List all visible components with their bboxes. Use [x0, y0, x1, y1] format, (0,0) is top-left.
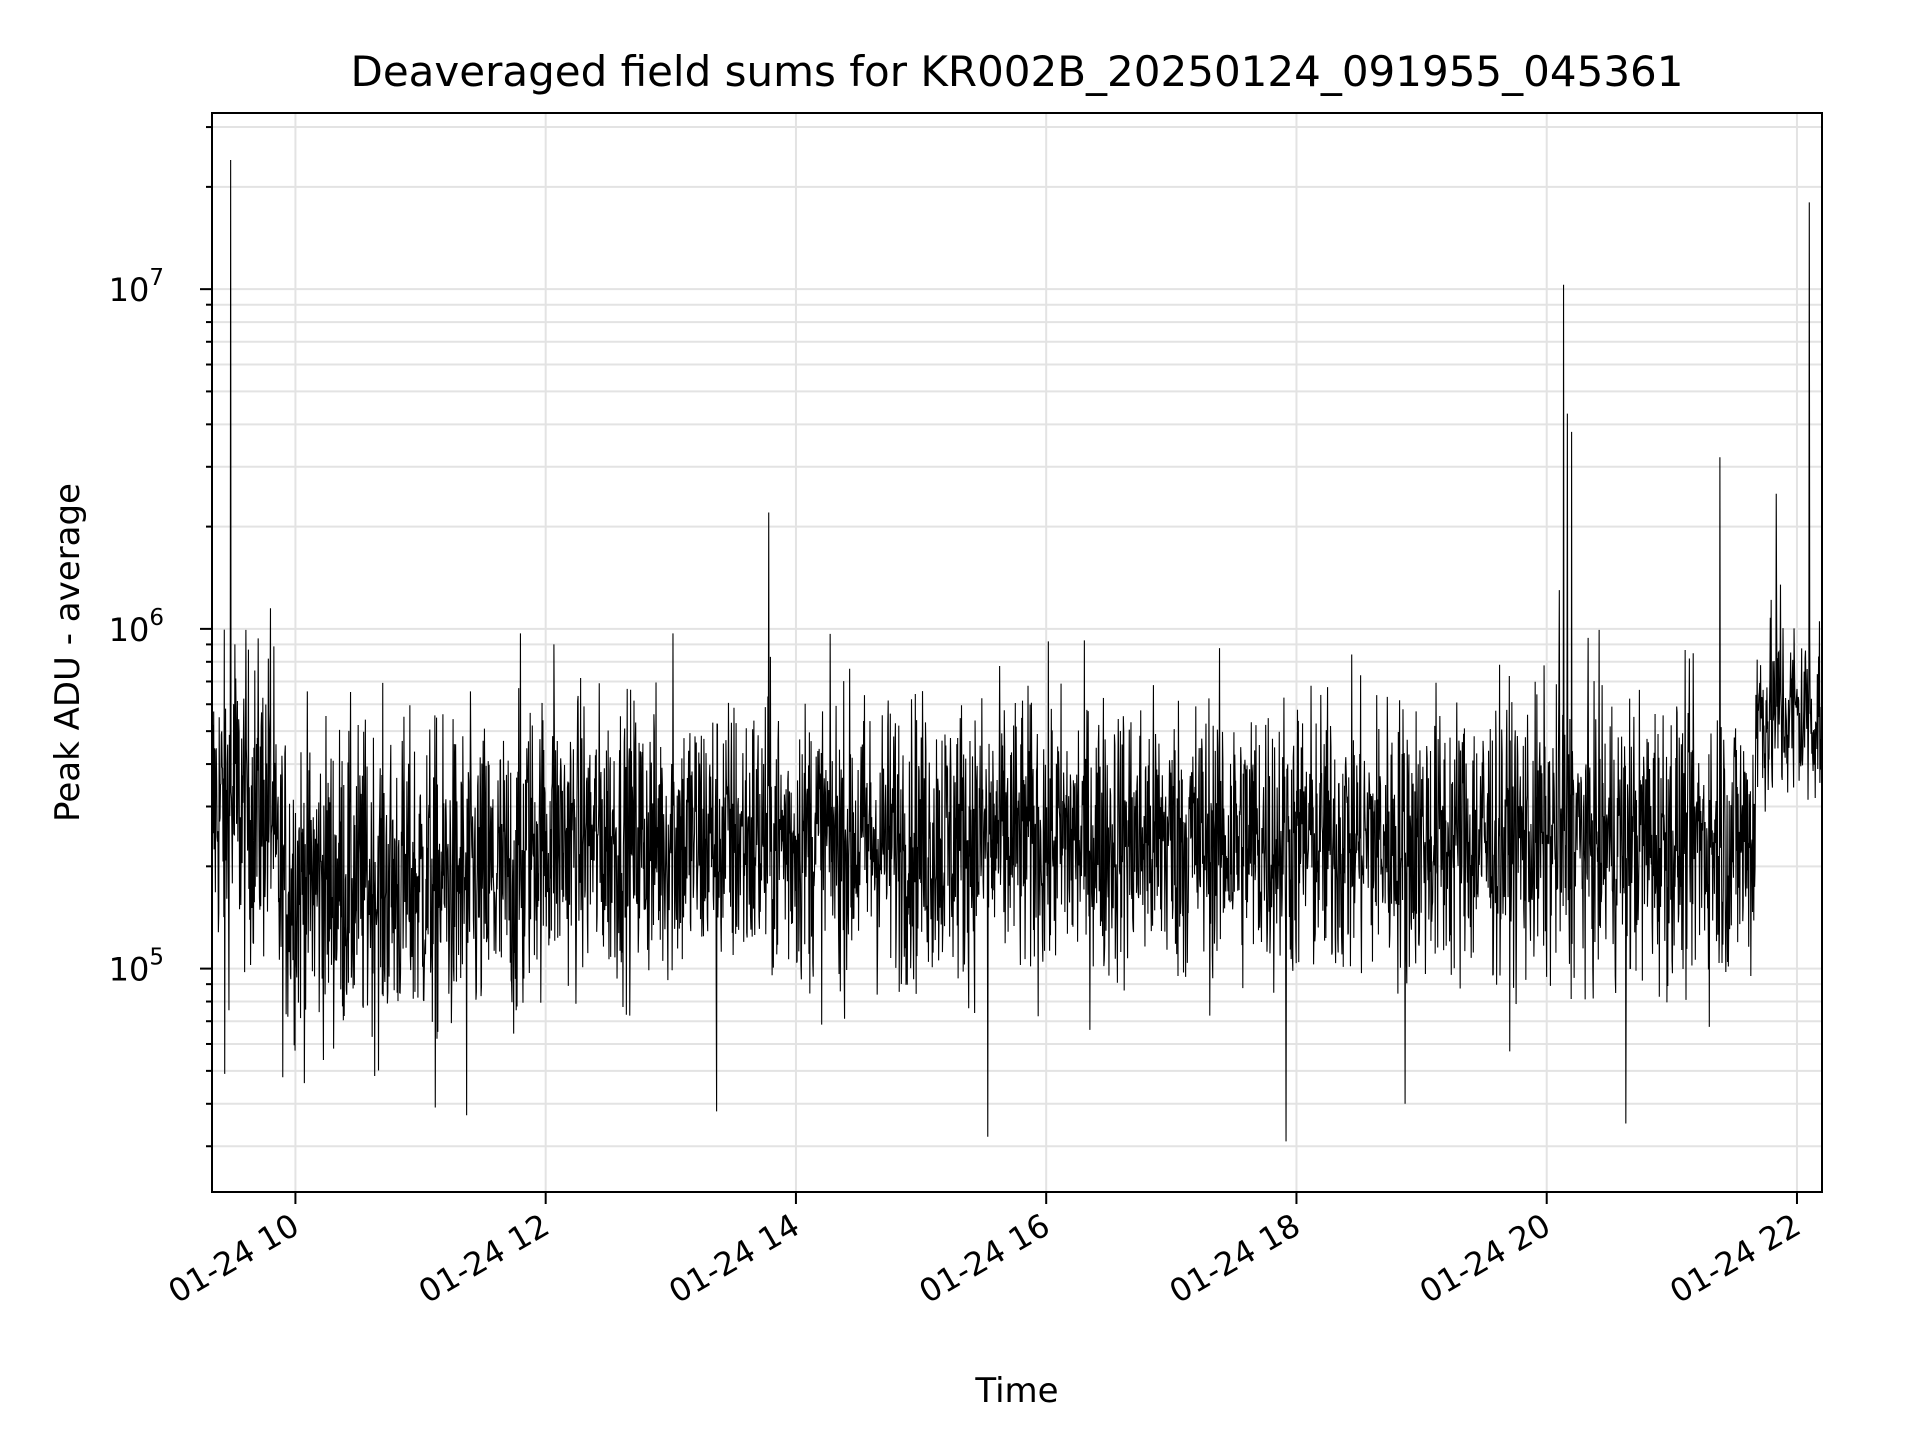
y-tick-label: 105 [109, 945, 164, 989]
x-axis-label: Time [974, 1371, 1058, 1411]
x-axis: 01-24 10 01-24 12 01-24 14 01-24 16 01-24 18… [162, 1192, 1807, 1311]
series-trace [211, 159, 1823, 1142]
series-line [211, 159, 1823, 1142]
x-tick-label: 01-24 22 [1663, 1206, 1807, 1311]
x-tick-label: 01-24 16 [913, 1206, 1057, 1311]
y-tick-label: 107 [109, 265, 164, 309]
y-axis: 105 106 107 [109, 126, 212, 1148]
x-tick-label: 01-24 18 [1163, 1206, 1307, 1311]
y-tick-label: 106 [109, 605, 164, 649]
plot-frame [211, 112, 1823, 1193]
y-axis-label: Peak ADU - average [48, 483, 88, 822]
x-tick-label: 01-24 12 [412, 1206, 556, 1311]
x-tick-label: 01-24 10 [162, 1206, 306, 1311]
x-tick-label: 01-24 20 [1413, 1206, 1557, 1311]
x-tick-label: 01-24 14 [662, 1206, 806, 1311]
chart-title: Deaveraged field sums for KR002B_2025012… [351, 47, 1684, 96]
grid [212, 113, 1822, 1192]
